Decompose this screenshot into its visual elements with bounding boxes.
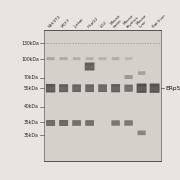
Bar (44, 30, 161, 161)
FancyBboxPatch shape (73, 122, 80, 125)
Text: Mouse
brain: Mouse brain (110, 14, 125, 29)
Text: Jurkat: Jurkat (74, 18, 85, 29)
Text: MCF7: MCF7 (61, 18, 72, 29)
FancyBboxPatch shape (138, 71, 145, 75)
Text: Rat liver: Rat liver (152, 14, 167, 29)
FancyBboxPatch shape (125, 122, 132, 125)
FancyBboxPatch shape (137, 84, 147, 93)
FancyBboxPatch shape (72, 120, 81, 126)
FancyBboxPatch shape (86, 57, 93, 60)
FancyBboxPatch shape (112, 122, 120, 125)
FancyBboxPatch shape (60, 87, 68, 91)
FancyBboxPatch shape (46, 87, 55, 91)
FancyBboxPatch shape (138, 72, 145, 74)
FancyBboxPatch shape (99, 87, 107, 91)
FancyBboxPatch shape (59, 84, 68, 92)
FancyBboxPatch shape (73, 58, 80, 60)
Text: 55kDa: 55kDa (24, 86, 39, 91)
FancyBboxPatch shape (125, 57, 132, 60)
FancyBboxPatch shape (112, 58, 119, 60)
Text: 130kDa: 130kDa (21, 41, 39, 46)
FancyBboxPatch shape (47, 57, 55, 60)
Text: 35kDa: 35kDa (24, 120, 39, 125)
FancyBboxPatch shape (72, 84, 81, 92)
FancyBboxPatch shape (111, 120, 120, 126)
FancyBboxPatch shape (73, 57, 80, 60)
FancyBboxPatch shape (73, 87, 80, 91)
FancyBboxPatch shape (85, 65, 94, 69)
Text: NIH/3T3: NIH/3T3 (48, 14, 62, 29)
FancyBboxPatch shape (124, 120, 133, 126)
FancyBboxPatch shape (59, 120, 68, 126)
Text: 40kDa: 40kDa (24, 104, 39, 109)
FancyBboxPatch shape (46, 84, 55, 92)
FancyBboxPatch shape (124, 85, 133, 92)
FancyBboxPatch shape (85, 62, 95, 71)
FancyBboxPatch shape (137, 87, 146, 91)
Text: LO2: LO2 (100, 20, 108, 29)
FancyBboxPatch shape (112, 57, 120, 60)
FancyBboxPatch shape (85, 84, 94, 92)
FancyBboxPatch shape (125, 75, 133, 79)
FancyBboxPatch shape (125, 87, 132, 90)
FancyBboxPatch shape (86, 122, 94, 125)
FancyBboxPatch shape (150, 84, 159, 93)
FancyBboxPatch shape (98, 84, 107, 92)
FancyBboxPatch shape (112, 87, 120, 91)
FancyBboxPatch shape (86, 58, 93, 60)
FancyBboxPatch shape (99, 58, 106, 60)
Text: 70kDa: 70kDa (24, 75, 39, 80)
FancyBboxPatch shape (47, 58, 54, 60)
FancyBboxPatch shape (60, 122, 68, 125)
Text: 35kDa: 35kDa (24, 133, 39, 138)
FancyBboxPatch shape (60, 58, 67, 60)
FancyBboxPatch shape (111, 84, 120, 92)
FancyBboxPatch shape (125, 76, 132, 78)
FancyBboxPatch shape (47, 122, 55, 125)
Text: Mouse
thymus: Mouse thymus (123, 12, 140, 29)
Text: 100kDa: 100kDa (21, 57, 39, 62)
FancyBboxPatch shape (99, 57, 107, 60)
FancyBboxPatch shape (138, 132, 145, 134)
Text: HepG2: HepG2 (87, 16, 100, 29)
FancyBboxPatch shape (138, 130, 146, 135)
FancyBboxPatch shape (150, 87, 159, 91)
FancyBboxPatch shape (86, 87, 94, 91)
Text: ERp57: ERp57 (165, 86, 180, 91)
FancyBboxPatch shape (46, 120, 55, 126)
FancyBboxPatch shape (85, 120, 94, 126)
Text: Mouse
liver: Mouse liver (136, 14, 151, 29)
FancyBboxPatch shape (60, 57, 68, 60)
